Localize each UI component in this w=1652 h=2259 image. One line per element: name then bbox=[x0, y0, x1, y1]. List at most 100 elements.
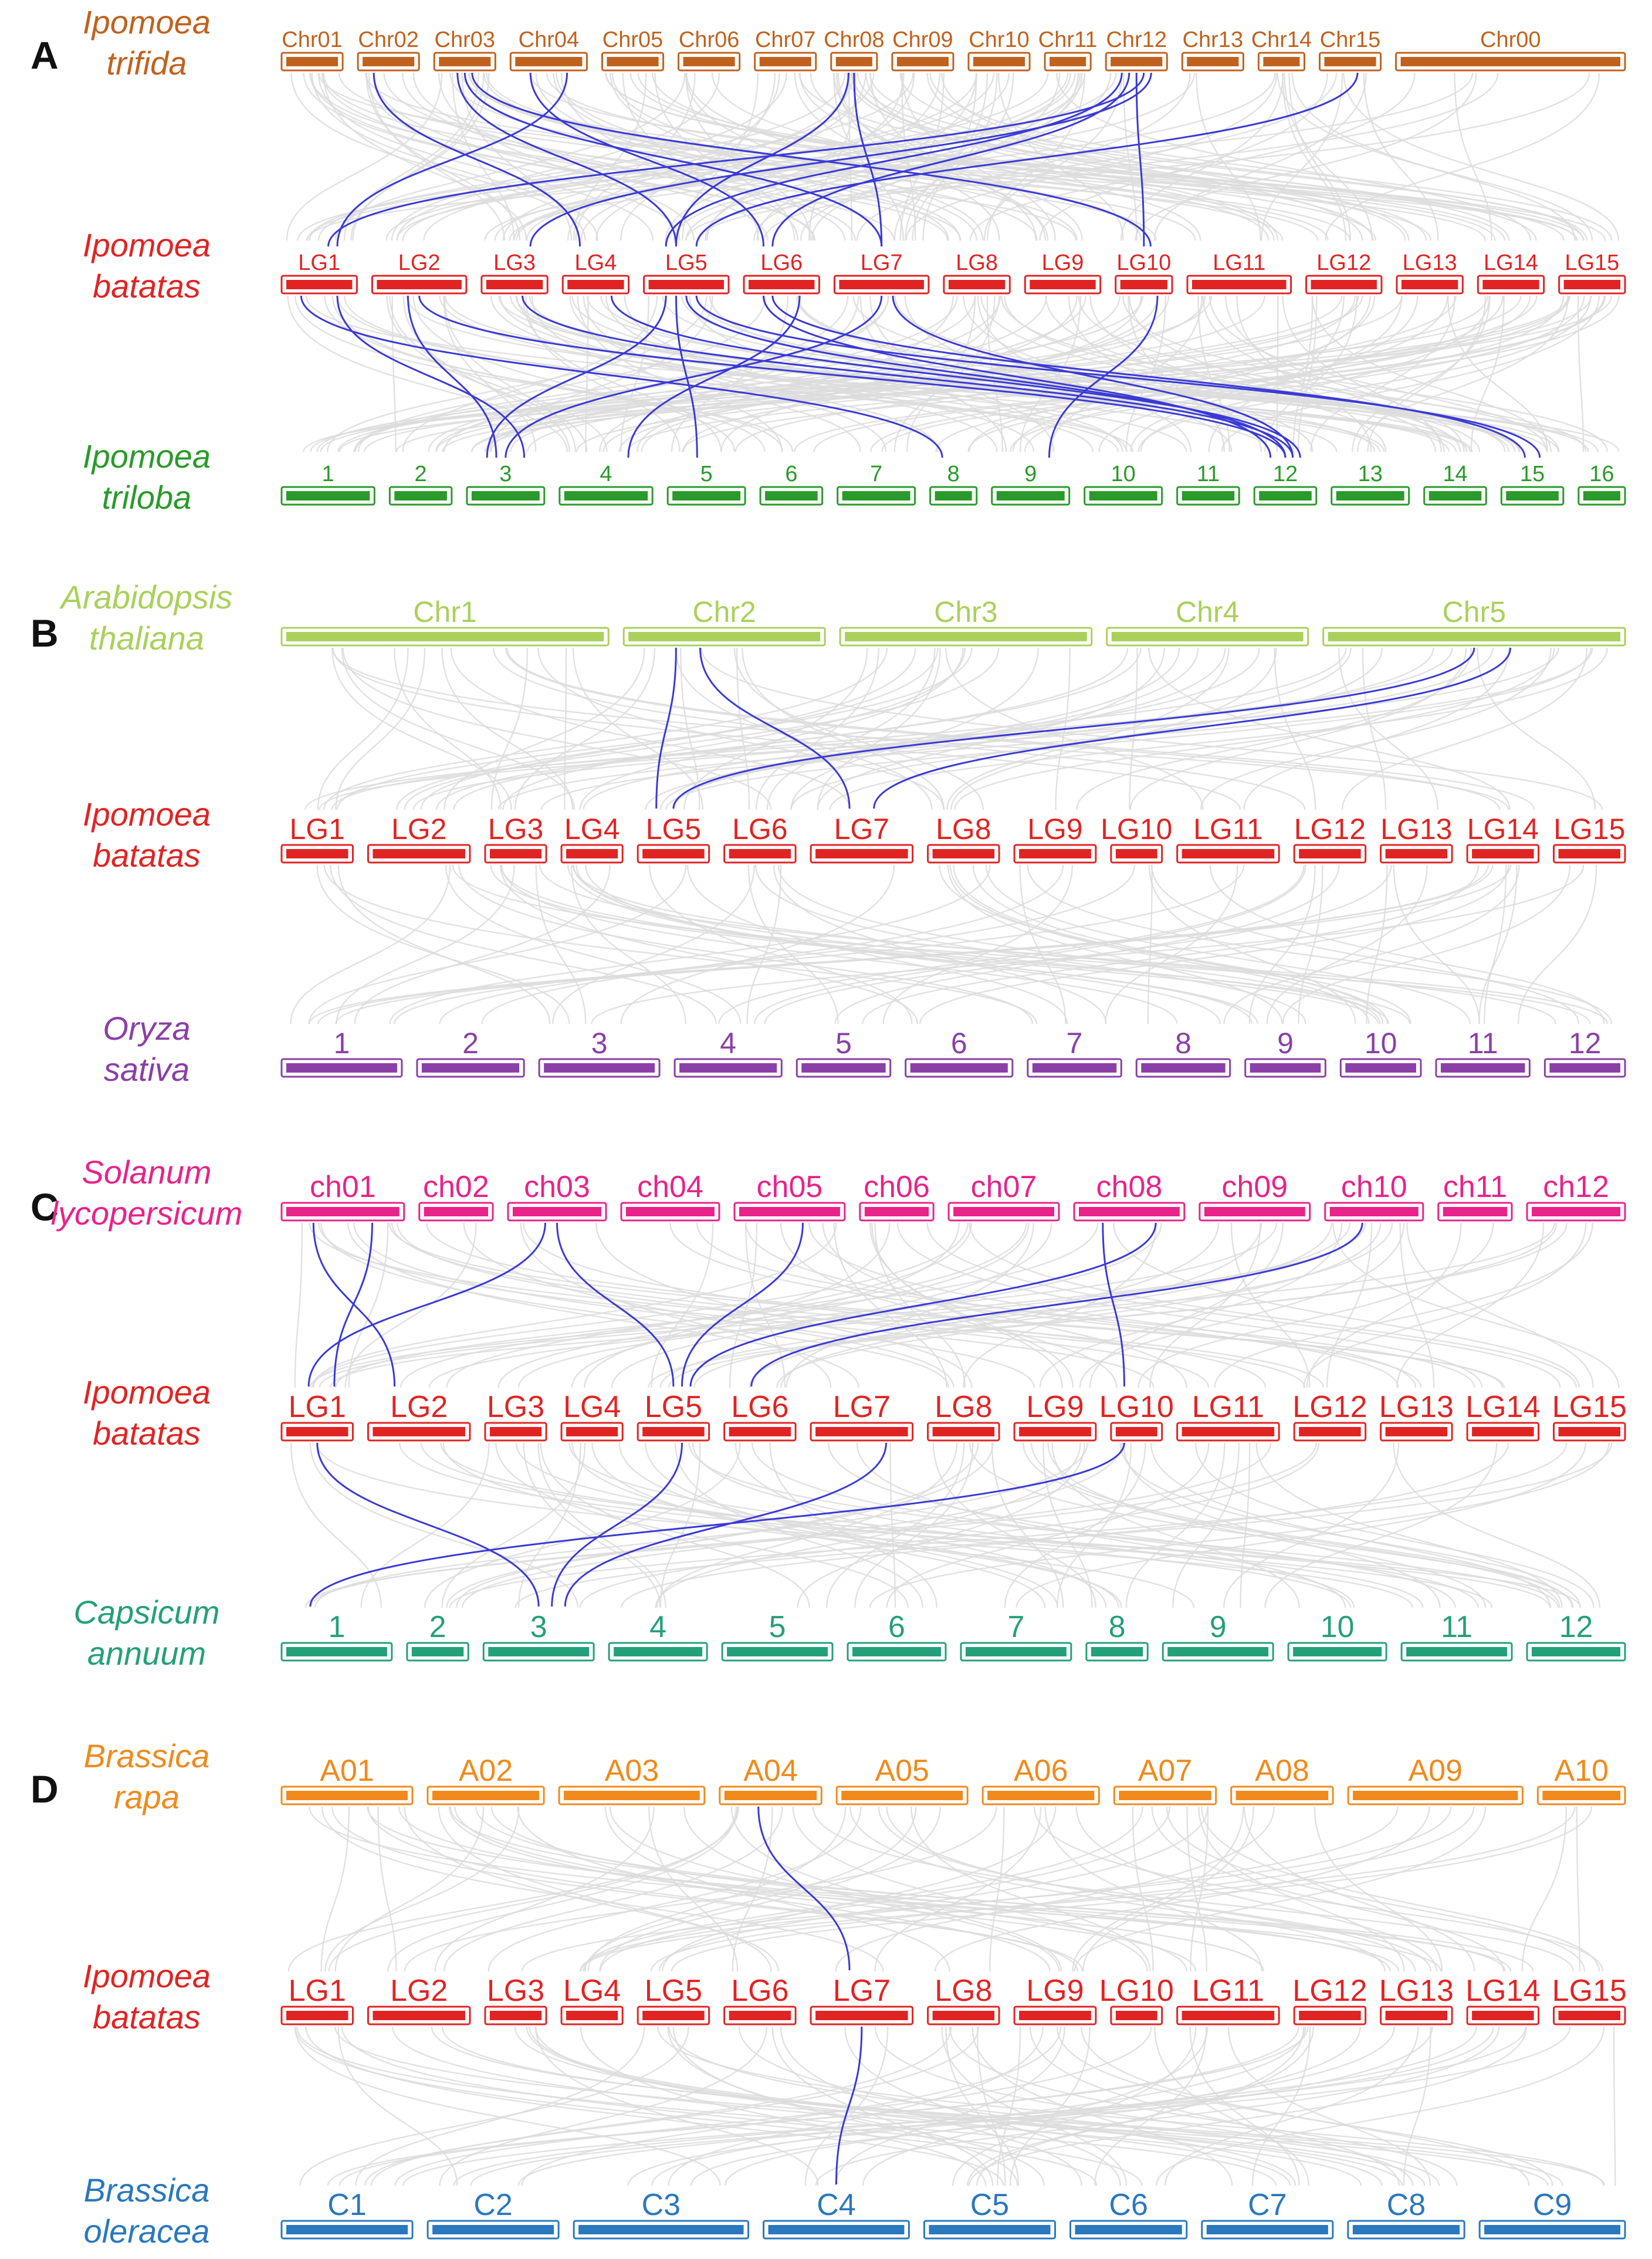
chromosome-lg2: LG2 bbox=[367, 1974, 471, 2025]
background-link bbox=[314, 1442, 1088, 1608]
background-link bbox=[304, 1442, 1317, 1608]
chromosome-chr07: Chr07 bbox=[754, 28, 817, 72]
chromosome-label: 7 bbox=[1067, 1027, 1083, 1060]
background-link bbox=[442, 295, 1592, 452]
chromosome-label: ch03 bbox=[524, 1170, 590, 1204]
background-link bbox=[335, 647, 426, 810]
chromosome-lg14: LG14 bbox=[1465, 1974, 1540, 2025]
chromosome-10: 10 bbox=[1339, 1027, 1422, 1078]
chromosome-label: 8 bbox=[1109, 1610, 1126, 1644]
background-link bbox=[734, 1442, 1107, 1608]
chromosome-label: ch05 bbox=[757, 1170, 823, 1204]
chromosome-label: A02 bbox=[459, 1754, 513, 1788]
chromosome-a08: A08 bbox=[1230, 1754, 1334, 1805]
background-link bbox=[323, 72, 527, 241]
chromosome-bar bbox=[759, 57, 811, 66]
background-link bbox=[862, 2026, 1208, 2186]
background-link bbox=[591, 864, 1585, 1024]
chromosome-tracks: Chr01 Chr02 Chr03 Chr04 Chr05 Chr06 Chr07 Chr08… bbox=[280, 28, 1627, 2240]
background-link bbox=[310, 1222, 1278, 1388]
background-link bbox=[1470, 295, 1505, 452]
background-link bbox=[1243, 1806, 1475, 1972]
background-link bbox=[828, 1442, 1456, 1608]
background-link bbox=[400, 1222, 1027, 1388]
chromosome-chr4: Chr4 bbox=[1106, 596, 1309, 647]
background-link bbox=[881, 295, 1620, 452]
background-link bbox=[869, 1442, 1610, 1608]
background-link bbox=[1056, 2026, 1553, 2186]
chromosome-label: LG6 bbox=[760, 251, 803, 275]
chromosome-bar bbox=[471, 491, 540, 501]
chromosome-9: 9 bbox=[991, 462, 1071, 506]
chromosome-label: A07 bbox=[1138, 1754, 1193, 1788]
chromosome-label: LG15 bbox=[1552, 1390, 1627, 1424]
chromosome-label: 2 bbox=[429, 1610, 446, 1644]
chromosome-chr11: Chr11 bbox=[1038, 28, 1097, 72]
chromosome-bar bbox=[1089, 491, 1157, 501]
species-epithet: batatas bbox=[93, 268, 201, 305]
chromosome-label: LG10 bbox=[1116, 251, 1171, 275]
background-link bbox=[1208, 295, 1548, 452]
highlighted-link bbox=[771, 72, 1130, 247]
background-link bbox=[571, 864, 686, 1024]
chromosome-label: LG14 bbox=[1467, 813, 1539, 846]
chromosome-label: LG2 bbox=[398, 251, 441, 275]
chromosome-ch01: ch01 bbox=[280, 1170, 405, 1222]
chromosome-label: 16 bbox=[1589, 462, 1614, 486]
background-link bbox=[810, 72, 1275, 241]
chromosome-label: Chr12 bbox=[1106, 28, 1167, 52]
chromosome-bar bbox=[683, 57, 735, 66]
chromosome-bar bbox=[1400, 57, 1620, 66]
chromosome-lg5: LG5 bbox=[637, 813, 710, 864]
highlighted-link bbox=[675, 295, 698, 458]
highlighted-link bbox=[316, 1442, 540, 1607]
background-link bbox=[1223, 1442, 1400, 1608]
chromosome-8: 8 bbox=[1135, 1027, 1231, 1078]
highlighted-link bbox=[373, 72, 581, 247]
panel-letter-c: C bbox=[31, 1185, 59, 1229]
chromosome-ch10: ch10 bbox=[1324, 1170, 1424, 1222]
background-link bbox=[1208, 295, 1345, 452]
background-link bbox=[579, 1442, 1320, 1608]
chromosome-11: 11 bbox=[1176, 462, 1240, 506]
chromosome-label: Chr00 bbox=[1480, 28, 1541, 52]
chromosome-bar bbox=[953, 1207, 1054, 1216]
chromosome-16: 16 bbox=[1577, 462, 1626, 506]
chromosome-5: 5 bbox=[795, 1027, 892, 1078]
chromosome-bar bbox=[286, 1647, 387, 1656]
background-link bbox=[514, 647, 656, 810]
chromosome-bar bbox=[628, 632, 821, 641]
background-link bbox=[552, 864, 756, 1024]
background-link bbox=[1363, 72, 1439, 241]
background-link bbox=[486, 295, 1001, 452]
background-link bbox=[571, 1222, 960, 1388]
background-link bbox=[502, 647, 966, 810]
background-link bbox=[402, 72, 846, 241]
background-link bbox=[404, 1806, 779, 1972]
chromosome-bar bbox=[578, 2225, 744, 2234]
background-link bbox=[510, 295, 1450, 452]
background-link bbox=[1255, 1442, 1563, 1608]
chromosome-bar bbox=[842, 491, 910, 501]
chromosome-3: 3 bbox=[482, 1610, 595, 1662]
highlighted-link bbox=[681, 1222, 804, 1387]
panel-labels: A Ipomoea trifida Ipomoea batatas Ipomoea tril… bbox=[31, 4, 242, 2250]
background-link bbox=[458, 864, 1034, 1024]
highlighted-link bbox=[1102, 1222, 1125, 1387]
chromosome-13: 13 bbox=[1331, 462, 1410, 506]
background-link bbox=[350, 72, 490, 241]
chromosome-4: 4 bbox=[673, 1027, 783, 1078]
background-link bbox=[499, 864, 919, 1024]
chromosome-lg6: LG6 bbox=[723, 813, 797, 864]
background-link bbox=[665, 647, 1592, 810]
chromosome-label: 3 bbox=[530, 1610, 547, 1644]
species-label: Arabidopsis thaliana bbox=[59, 579, 233, 657]
background-link bbox=[949, 864, 1370, 1024]
chromosome-bar bbox=[286, 632, 604, 641]
chromosome-label: LG1 bbox=[289, 1390, 346, 1424]
background-link bbox=[527, 295, 1206, 452]
chromosome-bar bbox=[544, 1063, 655, 1073]
chromosome-bar bbox=[1440, 1063, 1525, 1073]
chromosome-lg7: LG7 bbox=[810, 813, 914, 864]
chromosome-bar bbox=[1563, 280, 1620, 289]
